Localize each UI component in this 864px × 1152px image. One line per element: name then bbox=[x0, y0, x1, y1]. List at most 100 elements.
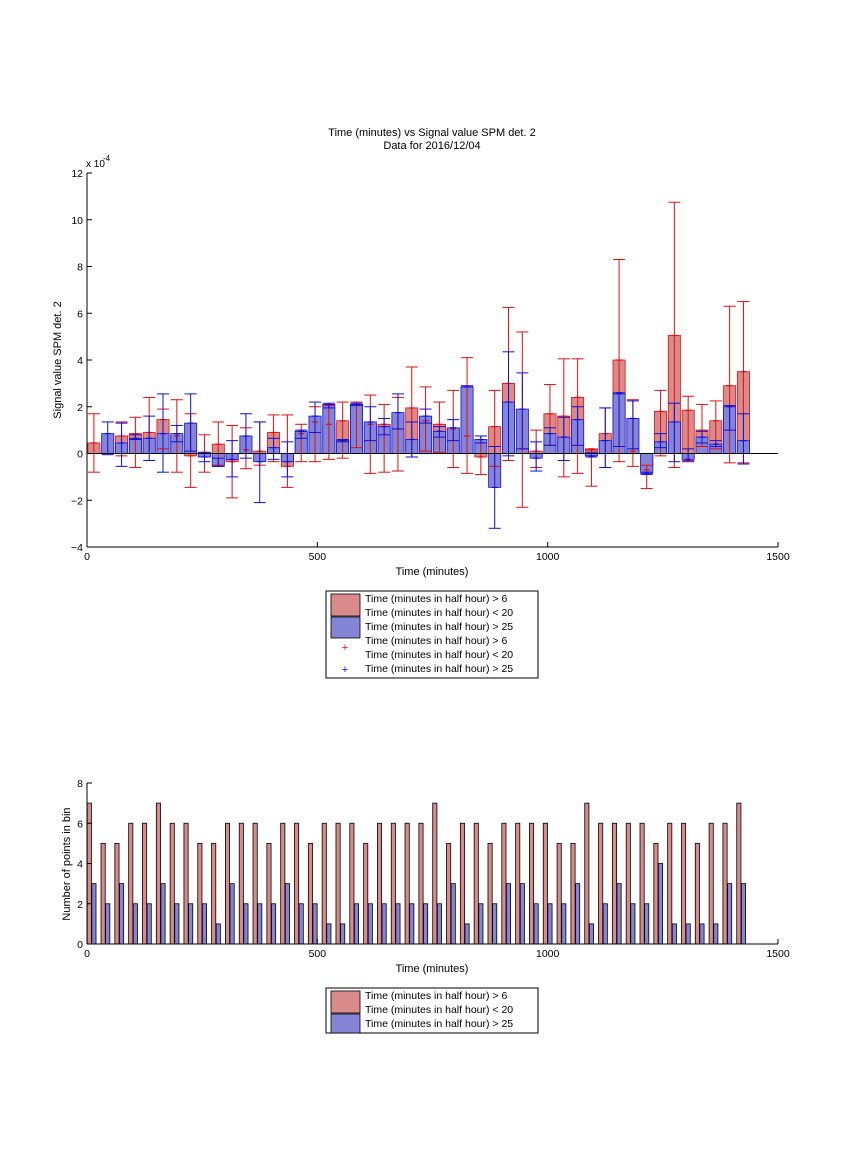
bottom-red-bar bbox=[598, 822, 604, 945]
bottom-blue-bar bbox=[257, 903, 263, 945]
bottom-blue-bar bbox=[575, 883, 581, 945]
top-legend-mid-marker-label: Time (minutes in half hour) < 20 bbox=[365, 649, 513, 661]
bottom-blue-bar bbox=[588, 923, 594, 945]
bottom-legend-mid-label: Time (minutes in half hour) < 20 bbox=[365, 1004, 513, 1016]
bottom-blue-bar bbox=[547, 903, 553, 945]
top-exponent-base: x 10 bbox=[86, 159, 105, 170]
bottom-blue-bar bbox=[174, 903, 180, 945]
bottom-red-bar bbox=[570, 842, 576, 945]
bottom-red-bar bbox=[418, 822, 424, 945]
top-legend-red-marker-label: Time (minutes in half hour) > 6 bbox=[365, 635, 507, 647]
bottom-blue-bar bbox=[740, 883, 746, 945]
bottom-red-bar bbox=[142, 822, 148, 945]
bottom-blue-bar bbox=[188, 903, 194, 945]
bottom-blue-bar bbox=[658, 863, 664, 945]
bottom-red-bar bbox=[321, 822, 327, 945]
bottom-blue-bar bbox=[229, 883, 235, 945]
bottom-blue-bar bbox=[160, 883, 166, 945]
top-x-tick-label: 1000 bbox=[536, 551, 560, 563]
bottom-chart-marks bbox=[86, 802, 746, 945]
bottom-red-bar bbox=[584, 802, 590, 945]
top-legend-blue-marker-label: Time (minutes in half hour) > 25 bbox=[365, 663, 513, 675]
bottom-red-bar bbox=[681, 822, 687, 945]
bottom-red-bar bbox=[307, 842, 313, 945]
bottom-red-bar bbox=[473, 822, 479, 945]
bottom-red-bar bbox=[459, 822, 465, 945]
bottom-red-bar bbox=[487, 842, 493, 945]
top-legend-blue-swatch bbox=[330, 616, 361, 639]
top-y-tick-label: 10 bbox=[71, 215, 83, 227]
bottom-red-bar bbox=[736, 802, 742, 945]
bottom-red-bar bbox=[183, 822, 189, 945]
bottom-red-bar bbox=[501, 822, 507, 945]
bottom-blue-bar bbox=[506, 883, 512, 945]
bottom-blue-bar bbox=[492, 903, 498, 945]
top-legend-blue-label: Time (minutes in half hour) > 25 bbox=[365, 621, 513, 633]
bottom-blue-bar bbox=[271, 903, 277, 945]
bottom-legend-red-label: Time (minutes in half hour) > 6 bbox=[365, 990, 507, 1002]
top-y-tick-label: 0 bbox=[77, 449, 83, 461]
bottom-red-bar bbox=[349, 822, 355, 945]
bottom-red-bar bbox=[404, 822, 410, 945]
top-y-tick-label: 12 bbox=[71, 168, 83, 180]
bottom-red-bar bbox=[335, 822, 341, 945]
bottom-blue-bar bbox=[519, 883, 525, 945]
bottom-red-bar bbox=[238, 822, 244, 945]
bottom-red-bar bbox=[694, 842, 700, 945]
top-legend-mid-label: Time (minutes in half hour) < 20 bbox=[365, 607, 513, 619]
bottom-blue-bar bbox=[602, 903, 608, 945]
top-legend-blue-marker: + bbox=[342, 664, 348, 676]
bottom-x-tick-label: 1000 bbox=[536, 948, 560, 960]
bottom-red-bar bbox=[86, 802, 92, 945]
bottom-red-bar bbox=[114, 842, 120, 945]
top-legend-red-swatch bbox=[330, 593, 361, 617]
bottom-red-bar bbox=[639, 822, 645, 945]
top-chart-marks bbox=[87, 201, 778, 529]
bottom-y-tick-label: 8 bbox=[77, 778, 83, 790]
top-x-tick-label: 500 bbox=[309, 551, 327, 563]
bottom-x-tick-label: 0 bbox=[84, 948, 90, 960]
bottom-red-bar bbox=[280, 822, 286, 945]
top-exponent-label: x 10 -4 bbox=[86, 154, 111, 170]
bottom-blue-bar bbox=[146, 903, 152, 945]
top-legend-red-marker: + bbox=[342, 642, 348, 654]
top-y-tick-label: 4 bbox=[77, 355, 83, 367]
bottom-blue-bar bbox=[478, 903, 484, 945]
bottom-blue-bar bbox=[132, 903, 138, 945]
bottom-red-bar bbox=[294, 822, 300, 945]
top-y-tick-label: 2 bbox=[77, 402, 83, 414]
bottom-blue-bar bbox=[561, 903, 567, 945]
bottom-blue-bar bbox=[243, 903, 249, 945]
bottom-blue-bar bbox=[533, 903, 539, 945]
bottom-blue-bar bbox=[644, 903, 650, 945]
top-x-axis-label: Time (minutes) bbox=[396, 566, 469, 578]
bottom-blue-bar bbox=[727, 883, 733, 945]
bottom-blue-bar bbox=[423, 903, 429, 945]
bottom-red-bar bbox=[225, 822, 231, 945]
bottom-red-bar bbox=[653, 842, 659, 945]
bottom-blue-bar bbox=[91, 883, 97, 945]
bottom-blue-bar bbox=[353, 903, 359, 945]
top-chart-subtitle: Data for 2016/12/04 bbox=[383, 140, 480, 152]
bottom-red-bar bbox=[625, 822, 631, 945]
bottom-red-bar bbox=[611, 822, 617, 945]
bottom-x-tick-label: 500 bbox=[309, 948, 327, 960]
bottom-blue-bar bbox=[381, 903, 387, 945]
bottom-blue-bar bbox=[450, 883, 456, 945]
bottom-blue-bar bbox=[464, 923, 470, 945]
top-legend: Time (minutes in half hour) > 6 Time (mi… bbox=[325, 590, 539, 679]
bottom-y-tick-label: 2 bbox=[77, 899, 83, 911]
bottom-y-axis-label: Number of points in bin bbox=[61, 807, 73, 920]
bottom-red-bar bbox=[446, 842, 452, 945]
bottom-red-bar bbox=[432, 802, 438, 945]
bottom-red-bar bbox=[708, 822, 714, 945]
top-y-axis-label: Signal value SPM det. 2 bbox=[52, 301, 64, 418]
bottom-blue-bar bbox=[367, 903, 373, 945]
top-chart: Time (minutes) vs Signal value SPM det. … bbox=[52, 127, 790, 578]
bottom-red-bar bbox=[169, 822, 175, 945]
bottom-blue-bar bbox=[616, 883, 622, 945]
top-y-tick-label: 6 bbox=[77, 308, 83, 320]
bottom-blue-bar bbox=[201, 903, 207, 945]
bottom-legend-red-swatch bbox=[330, 990, 361, 1014]
